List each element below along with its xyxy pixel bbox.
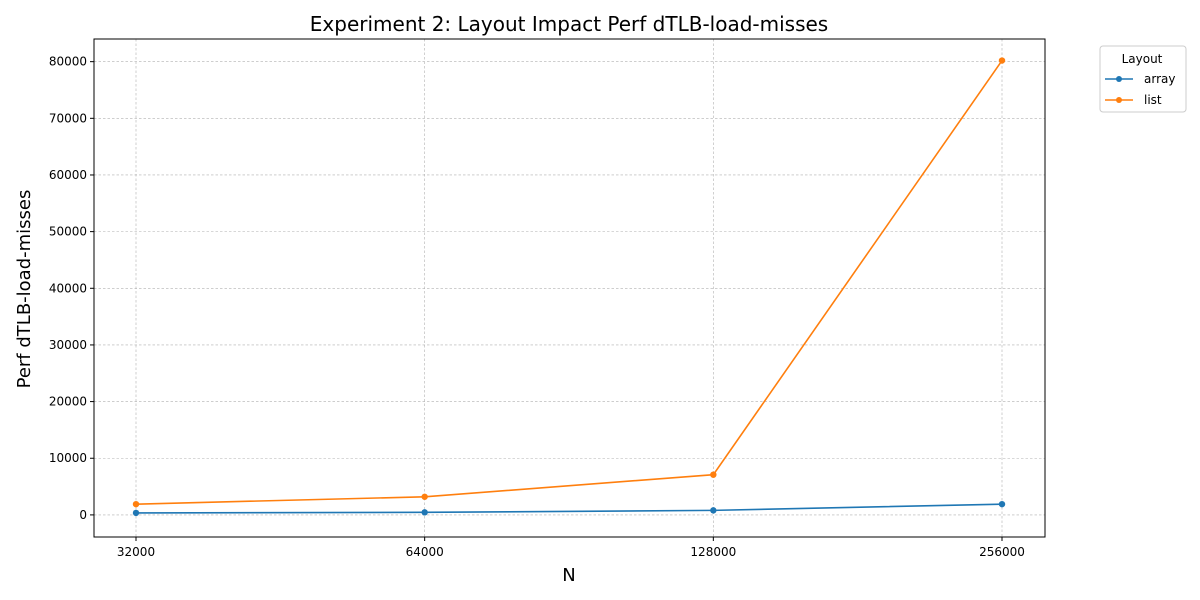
- y-tick-label: 40000: [49, 281, 87, 295]
- x-axis: 32000 64000 128000 256000: [117, 537, 1025, 559]
- legend-label-list: list: [1144, 93, 1162, 107]
- data-point-array: [421, 509, 428, 516]
- y-tick-label: 80000: [49, 55, 87, 69]
- x-axis-label: N: [562, 565, 575, 586]
- x-tick-label: 32000: [117, 545, 155, 559]
- data-point-list: [421, 493, 428, 500]
- plot-frame: [93, 38, 1046, 538]
- x-tick-label: 256000: [979, 545, 1025, 559]
- data-point-list: [998, 57, 1006, 64]
- y-tick-label: 30000: [49, 338, 87, 352]
- legend-label-array: array: [1144, 72, 1175, 86]
- series-line-array: [135, 503, 1003, 514]
- y-tick-label: 0: [79, 508, 87, 522]
- y-axis: 0 10000 20000 30000 40000 50000 60000 70000 8000…: [49, 55, 94, 522]
- x-tick-label: 128000: [690, 545, 736, 559]
- y-tick-label: 20000: [49, 395, 87, 409]
- plot-series: [132, 57, 1006, 517]
- y-tick-label: 70000: [49, 111, 87, 125]
- chart-title: Experiment 2: Layout Impact Perf dTLB-lo…: [310, 12, 828, 36]
- grid: [94, 39, 1045, 537]
- data-point-list: [710, 471, 717, 478]
- legend: Layout array list: [1099, 45, 1187, 113]
- data-point-array: [132, 509, 140, 517]
- y-tick-label: 10000: [49, 451, 87, 465]
- legend-marker-list: [1116, 97, 1122, 103]
- data-point-list: [132, 500, 140, 508]
- series-line-list: [135, 60, 1003, 505]
- legend-marker-array: [1116, 76, 1122, 82]
- x-tick-label: 64000: [406, 545, 444, 559]
- legend-title: Layout: [1122, 52, 1163, 66]
- y-axis-label: Perf dTLB-load-misses: [14, 190, 35, 389]
- data-point-array: [710, 507, 717, 514]
- y-tick-label: 50000: [49, 225, 87, 239]
- y-tick-label: 60000: [49, 168, 87, 182]
- data-point-array: [998, 500, 1006, 508]
- legend-box: [1099, 45, 1187, 113]
